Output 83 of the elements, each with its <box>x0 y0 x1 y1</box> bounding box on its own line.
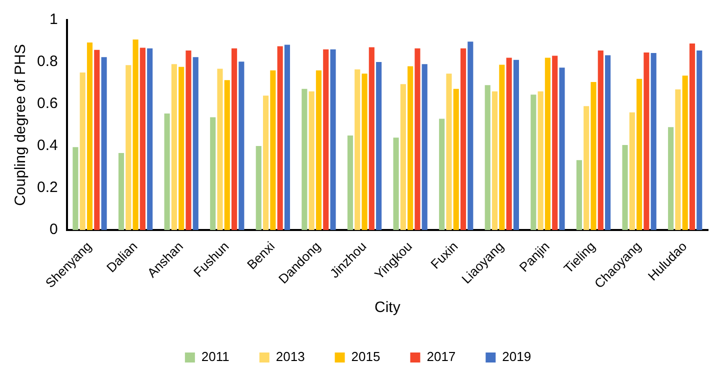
bar <box>689 44 696 230</box>
bar <box>217 68 223 230</box>
y-tick-label: 0.8 <box>36 53 58 70</box>
bar <box>308 91 314 230</box>
bar <box>644 52 650 230</box>
y-tick-label: 0.2 <box>36 179 58 196</box>
bar <box>484 85 490 230</box>
bar <box>347 136 354 230</box>
bar <box>238 62 244 230</box>
bar <box>147 48 153 230</box>
bar <box>598 50 604 230</box>
bar <box>80 72 86 230</box>
bar <box>590 82 596 230</box>
bar <box>453 88 459 230</box>
bar <box>460 48 466 230</box>
bar <box>186 50 192 230</box>
bar <box>513 60 519 230</box>
bar <box>584 106 590 230</box>
bar <box>446 74 452 230</box>
legend-label: 2013 <box>276 349 305 364</box>
bar <box>94 50 100 230</box>
bar <box>277 46 283 230</box>
bar <box>284 44 290 230</box>
bar <box>126 65 132 230</box>
legend-label: 2015 <box>351 349 380 364</box>
bar <box>492 91 498 230</box>
bar <box>210 117 216 230</box>
y-axis-title: Coupling degree of PHS <box>12 44 30 206</box>
legend-label: 2017 <box>426 349 456 364</box>
bar <box>439 118 445 230</box>
bar <box>330 49 336 230</box>
legend-label: 2019 <box>502 349 532 364</box>
x-axis-title: City <box>374 299 401 316</box>
bar <box>393 138 399 230</box>
bar <box>323 49 329 230</box>
bar <box>224 80 230 230</box>
bar <box>316 70 322 230</box>
bar <box>538 91 544 230</box>
bar <box>422 64 428 230</box>
bar <box>118 152 124 230</box>
bar <box>636 78 642 230</box>
bar <box>668 127 674 230</box>
bar <box>354 69 360 230</box>
bar <box>171 64 177 230</box>
bar <box>506 58 512 230</box>
bar <box>192 57 198 230</box>
bar <box>622 144 628 230</box>
bar <box>414 48 420 230</box>
bar <box>408 66 414 230</box>
bar <box>256 146 262 230</box>
bar <box>101 57 107 230</box>
y-tick-label: 0 <box>50 221 58 238</box>
y-tick-label: 1 <box>50 11 58 28</box>
bar <box>682 76 688 230</box>
bar <box>263 96 269 230</box>
bar <box>629 112 635 230</box>
bar <box>605 55 611 230</box>
bar <box>178 66 184 230</box>
bar <box>362 74 368 230</box>
bar <box>675 89 681 230</box>
bar <box>400 84 406 230</box>
bar <box>231 48 238 230</box>
y-tick-label: 0.6 <box>36 95 58 112</box>
bar <box>530 94 536 230</box>
bar <box>140 48 146 230</box>
bar <box>270 70 276 230</box>
bar <box>576 160 582 230</box>
bar <box>544 58 550 230</box>
bar <box>302 88 308 230</box>
y-tick-label: 0.4 <box>36 137 58 154</box>
bar <box>376 62 382 230</box>
bar <box>650 52 656 230</box>
bar <box>559 68 565 230</box>
bar <box>368 47 374 230</box>
bar <box>72 147 78 230</box>
bar <box>164 113 170 230</box>
bar <box>132 40 138 230</box>
bar <box>552 56 558 230</box>
bar <box>468 42 474 230</box>
bar <box>499 64 505 230</box>
bar <box>696 50 702 230</box>
legend-label: 2011 <box>201 349 230 364</box>
bar <box>86 42 93 230</box>
